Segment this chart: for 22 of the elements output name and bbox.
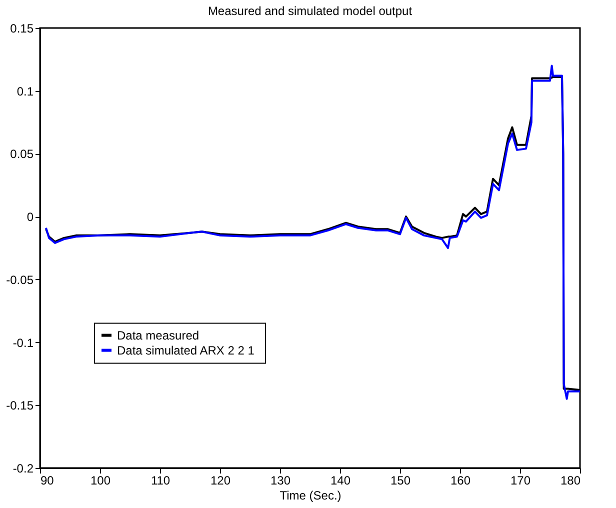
legend-label: Data simulated ARX 2 2 1 [117,343,255,358]
y-tick-label: -0.15 [6,398,34,413]
y-tick-label: 0 [26,210,34,224]
x-tick-label: 110 [150,474,170,488]
chart-title: Measured and simulated model output [208,4,413,18]
y-tick-label: 0.15 [10,22,34,36]
x-tick-label: 130 [270,474,291,488]
x-tick-label: 150 [390,474,411,488]
x-tick-label: 180 [560,474,581,488]
y-tick-label: -0.1 [12,336,34,350]
x-tick-label: 160 [450,474,471,488]
y-tick-label: 0.05 [10,147,34,162]
x-tick-label: 100 [90,474,111,488]
y-tick-label: -0.2 [12,462,34,476]
y-tick-label: -0.05 [6,272,34,287]
legend-label: Data measured [117,328,200,342]
y-tick-label: 0.1 [16,84,34,98]
x-tick-label: 140 [330,474,351,488]
x-tick-label: 120 [210,474,231,488]
x-axis-title: Time (Sec.) [280,488,342,502]
x-tick-label: 90 [40,474,54,488]
x-tick-label: 170 [510,474,531,488]
